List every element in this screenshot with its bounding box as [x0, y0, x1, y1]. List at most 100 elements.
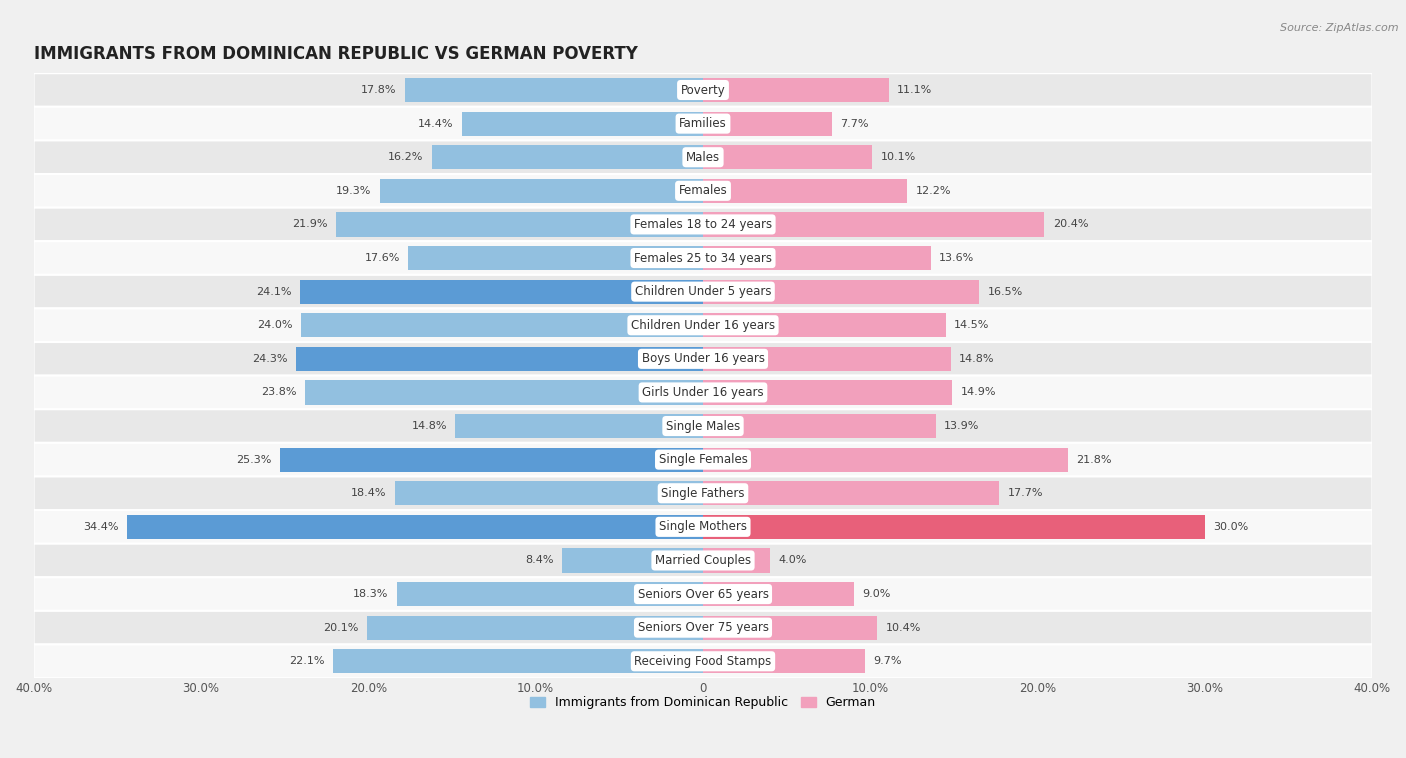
Bar — [703, 481, 1000, 506]
FancyBboxPatch shape — [34, 543, 1372, 578]
Bar — [703, 381, 952, 405]
FancyBboxPatch shape — [34, 241, 1372, 275]
Text: 17.7%: 17.7% — [1008, 488, 1043, 498]
Text: 9.0%: 9.0% — [862, 589, 890, 599]
Text: 17.8%: 17.8% — [361, 85, 396, 95]
FancyBboxPatch shape — [34, 611, 1372, 644]
Text: 24.0%: 24.0% — [257, 320, 292, 330]
Bar — [703, 179, 907, 203]
Bar — [301, 313, 703, 337]
Text: Children Under 16 years: Children Under 16 years — [631, 318, 775, 332]
Bar — [703, 313, 946, 337]
Text: Married Couples: Married Couples — [655, 554, 751, 567]
Text: 18.4%: 18.4% — [352, 488, 387, 498]
FancyBboxPatch shape — [34, 510, 1372, 543]
Bar — [703, 111, 832, 136]
FancyBboxPatch shape — [34, 140, 1372, 174]
Text: 9.7%: 9.7% — [873, 656, 903, 666]
Text: Source: ZipAtlas.com: Source: ZipAtlas.com — [1281, 23, 1399, 33]
Text: 34.4%: 34.4% — [83, 522, 120, 532]
Text: 20.4%: 20.4% — [1053, 219, 1088, 230]
Text: Single Females: Single Females — [658, 453, 748, 466]
FancyBboxPatch shape — [34, 174, 1372, 208]
Bar — [396, 582, 703, 606]
Bar — [336, 212, 703, 236]
Legend: Immigrants from Dominican Republic, German: Immigrants from Dominican Republic, Germ… — [524, 691, 882, 714]
Text: 14.8%: 14.8% — [959, 354, 994, 364]
Bar — [380, 179, 703, 203]
Text: 14.4%: 14.4% — [418, 118, 454, 129]
Bar — [297, 346, 703, 371]
Text: 13.9%: 13.9% — [943, 421, 980, 431]
Text: 19.3%: 19.3% — [336, 186, 371, 196]
Text: 13.6%: 13.6% — [939, 253, 974, 263]
Text: 10.1%: 10.1% — [880, 152, 915, 162]
Text: 23.8%: 23.8% — [262, 387, 297, 397]
Text: 7.7%: 7.7% — [841, 118, 869, 129]
Text: 11.1%: 11.1% — [897, 85, 932, 95]
Bar — [703, 582, 853, 606]
Text: 16.5%: 16.5% — [987, 287, 1022, 296]
Bar — [456, 414, 703, 438]
Bar — [703, 145, 872, 169]
FancyBboxPatch shape — [34, 578, 1372, 611]
Bar — [367, 615, 703, 640]
Text: 21.8%: 21.8% — [1076, 455, 1112, 465]
Bar — [703, 548, 770, 572]
Text: 16.2%: 16.2% — [388, 152, 423, 162]
Bar — [305, 381, 703, 405]
Bar — [432, 145, 703, 169]
Bar — [703, 515, 1205, 539]
Text: 24.3%: 24.3% — [253, 354, 288, 364]
Text: 14.8%: 14.8% — [412, 421, 447, 431]
Bar — [333, 649, 703, 673]
FancyBboxPatch shape — [34, 409, 1372, 443]
FancyBboxPatch shape — [34, 342, 1372, 376]
FancyBboxPatch shape — [34, 275, 1372, 309]
Text: 12.2%: 12.2% — [915, 186, 950, 196]
Text: Females 25 to 34 years: Females 25 to 34 years — [634, 252, 772, 265]
Text: Receiving Food Stamps: Receiving Food Stamps — [634, 655, 772, 668]
Text: 17.6%: 17.6% — [364, 253, 401, 263]
Bar — [395, 481, 703, 506]
Text: 20.1%: 20.1% — [323, 622, 359, 633]
Text: 30.0%: 30.0% — [1213, 522, 1249, 532]
Text: 18.3%: 18.3% — [353, 589, 388, 599]
Text: Seniors Over 75 years: Seniors Over 75 years — [637, 621, 769, 634]
Bar — [299, 280, 703, 304]
Bar — [409, 246, 703, 270]
Bar — [703, 346, 950, 371]
Text: 8.4%: 8.4% — [526, 556, 554, 565]
Text: Single Mothers: Single Mothers — [659, 520, 747, 534]
Text: 14.9%: 14.9% — [960, 387, 997, 397]
Bar — [703, 447, 1067, 471]
Text: 10.4%: 10.4% — [886, 622, 921, 633]
Text: Children Under 5 years: Children Under 5 years — [634, 285, 772, 298]
Text: Males: Males — [686, 151, 720, 164]
Text: 22.1%: 22.1% — [290, 656, 325, 666]
Text: 4.0%: 4.0% — [779, 556, 807, 565]
Bar — [703, 615, 877, 640]
Text: Females 18 to 24 years: Females 18 to 24 years — [634, 218, 772, 231]
FancyBboxPatch shape — [34, 376, 1372, 409]
FancyBboxPatch shape — [34, 477, 1372, 510]
Bar — [703, 78, 889, 102]
Bar — [703, 246, 931, 270]
Bar — [703, 212, 1045, 236]
Text: Single Males: Single Males — [666, 419, 740, 433]
Bar — [405, 78, 703, 102]
Bar — [128, 515, 703, 539]
Text: 21.9%: 21.9% — [292, 219, 328, 230]
FancyBboxPatch shape — [34, 309, 1372, 342]
Text: 25.3%: 25.3% — [236, 455, 271, 465]
Text: 24.1%: 24.1% — [256, 287, 291, 296]
Bar — [703, 649, 865, 673]
Text: IMMIGRANTS FROM DOMINICAN REPUBLIC VS GERMAN POVERTY: IMMIGRANTS FROM DOMINICAN REPUBLIC VS GE… — [34, 45, 637, 64]
FancyBboxPatch shape — [34, 107, 1372, 140]
Text: Boys Under 16 years: Boys Under 16 years — [641, 352, 765, 365]
FancyBboxPatch shape — [34, 74, 1372, 107]
Text: Females: Females — [679, 184, 727, 197]
Bar — [703, 414, 935, 438]
FancyBboxPatch shape — [34, 443, 1372, 477]
Bar — [562, 548, 703, 572]
